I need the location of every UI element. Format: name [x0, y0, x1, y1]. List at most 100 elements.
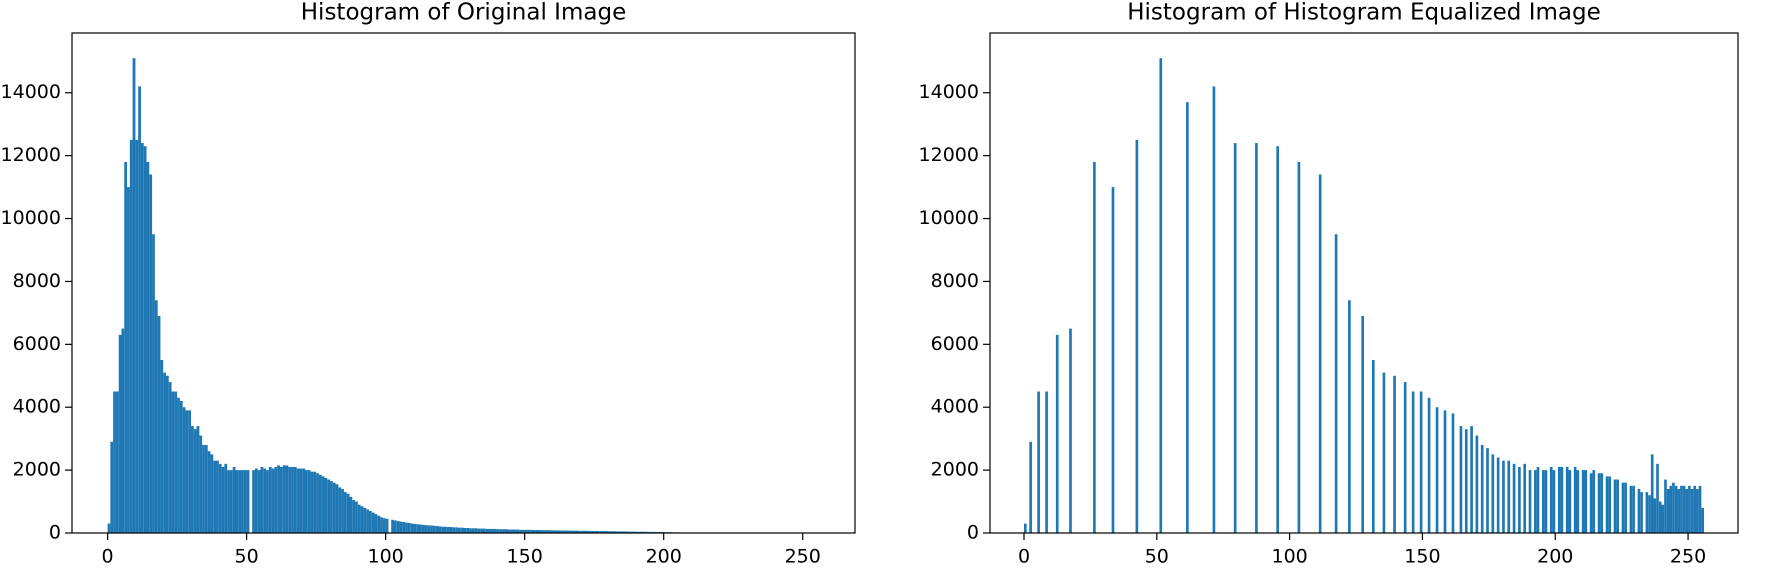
bar — [299, 468, 303, 533]
bar — [124, 161, 128, 533]
bar — [224, 463, 228, 533]
bar — [363, 507, 367, 533]
bar — [1371, 360, 1375, 533]
y-tick-label: 2000 — [13, 459, 61, 481]
bar — [541, 530, 545, 533]
bar — [591, 530, 595, 533]
bar — [274, 466, 278, 533]
y-tick-label: 6000 — [931, 333, 979, 355]
bar — [1464, 429, 1468, 533]
bar — [616, 531, 620, 533]
bar — [1560, 466, 1564, 533]
bar — [1640, 492, 1643, 533]
x-tick-label: 0 — [1018, 546, 1030, 568]
bar — [1688, 485, 1691, 533]
bar — [241, 470, 244, 533]
bar — [516, 529, 520, 533]
x-tick-label: 200 — [1537, 546, 1573, 568]
bar — [135, 139, 139, 533]
bar — [635, 531, 639, 533]
bar — [563, 530, 567, 533]
bar — [538, 530, 542, 533]
bar — [154, 300, 158, 533]
bar — [619, 531, 622, 533]
bar — [138, 86, 141, 534]
bar — [499, 529, 503, 533]
bar — [1029, 441, 1032, 533]
bar — [1653, 498, 1657, 533]
bar — [327, 479, 331, 533]
bar — [569, 530, 572, 533]
chart-title: Histogram of Histogram Equalized Image — [1127, 0, 1600, 26]
bar — [129, 139, 133, 533]
bar — [630, 531, 634, 533]
bar — [179, 400, 183, 533]
bar — [580, 530, 584, 533]
bar — [480, 528, 483, 533]
bar — [1661, 504, 1665, 533]
bar — [574, 530, 578, 533]
bar — [307, 470, 311, 533]
bar — [160, 360, 164, 533]
bar — [191, 426, 194, 533]
bar — [216, 460, 219, 533]
x-tick-label: 0 — [102, 546, 114, 568]
bar — [199, 435, 203, 533]
bar — [407, 522, 411, 533]
bar — [510, 529, 514, 533]
x-tick-label: 200 — [646, 546, 682, 568]
bar — [588, 530, 592, 533]
bar — [449, 527, 453, 533]
bar — [1427, 397, 1431, 533]
bar — [513, 529, 517, 533]
bar — [1544, 470, 1548, 533]
bar — [1496, 457, 1500, 533]
bar — [266, 470, 269, 533]
bar — [1701, 507, 1704, 533]
bar — [321, 476, 325, 533]
bar — [193, 429, 197, 533]
bar — [1393, 375, 1396, 533]
bar — [1650, 454, 1654, 533]
bar — [1637, 488, 1641, 533]
bar — [157, 316, 161, 533]
bar — [1589, 473, 1593, 533]
bar — [485, 528, 489, 533]
bar — [366, 509, 369, 533]
bar — [1135, 139, 1139, 533]
bar — [530, 529, 534, 533]
bar — [438, 526, 442, 533]
bar — [118, 334, 122, 533]
x-tick-label: 150 — [507, 546, 543, 568]
y-tick-label: 14000 — [1, 81, 61, 103]
bar — [452, 527, 456, 533]
bar — [621, 531, 625, 533]
bar — [441, 526, 445, 533]
bar — [115, 391, 119, 533]
bar — [165, 375, 169, 533]
bar — [502, 529, 506, 533]
bar — [419, 524, 422, 533]
bar — [1549, 466, 1553, 533]
bar — [1297, 161, 1301, 533]
x-tick-label: 50 — [1145, 546, 1169, 568]
bar — [338, 487, 342, 533]
bar — [374, 514, 378, 533]
bar — [583, 530, 586, 533]
bar — [1037, 391, 1040, 533]
bar — [260, 466, 264, 533]
bar — [1419, 391, 1423, 533]
bar — [1512, 463, 1516, 533]
bar — [1680, 485, 1683, 533]
bar — [121, 328, 125, 533]
bar — [1475, 435, 1479, 533]
bar — [1055, 334, 1059, 533]
bar — [1045, 391, 1048, 533]
bar — [1470, 426, 1473, 533]
bar — [1443, 410, 1447, 533]
x-tick-label: 250 — [785, 546, 821, 568]
bar — [432, 525, 436, 533]
bar — [1645, 492, 1649, 533]
bar — [482, 528, 486, 533]
